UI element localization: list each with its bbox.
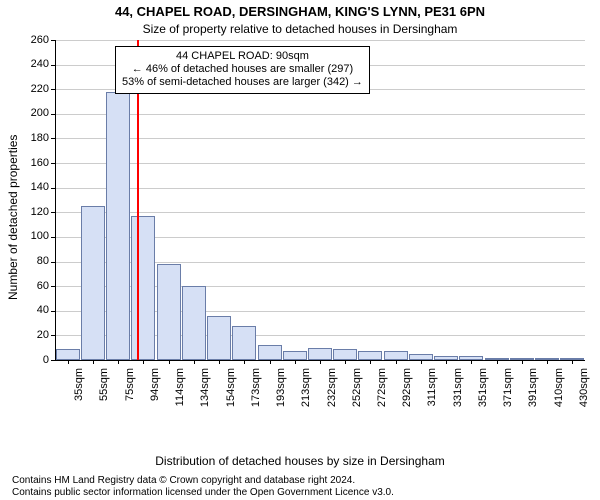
- footer-attribution: Contains HM Land Registry data © Crown c…: [12, 475, 394, 498]
- y-tick-label: 220: [19, 83, 49, 95]
- x-tick-label: 331sqm: [452, 368, 464, 408]
- y-tick-label: 20: [19, 329, 49, 341]
- x-tick-label: 114sqm: [174, 368, 186, 408]
- annotation-line: 44 CHAPEL ROAD: 90sqm: [122, 50, 363, 63]
- chart-title: 44, CHAPEL ROAD, DERSINGHAM, KING'S LYNN…: [0, 4, 600, 19]
- y-tick-label: 140: [19, 181, 49, 193]
- x-tick-label: 410sqm: [553, 368, 565, 408]
- x-tick-label: 391sqm: [527, 368, 539, 408]
- histogram-bar: [258, 345, 282, 360]
- x-axis: [55, 360, 585, 361]
- histogram-bar: [308, 348, 332, 360]
- chart-subtitle: Size of property relative to detached ho…: [0, 22, 600, 36]
- x-tick-label: 193sqm: [275, 368, 287, 408]
- histogram-bar: [283, 351, 307, 360]
- histogram-bar: [333, 349, 357, 360]
- y-tick-label: 0: [19, 354, 49, 366]
- x-tick-label: 154sqm: [225, 368, 237, 408]
- histogram-bar: [106, 92, 130, 360]
- x-tick-label: 75sqm: [124, 368, 136, 408]
- x-tick-label: 134sqm: [199, 368, 211, 408]
- histogram-bar: [131, 216, 155, 360]
- x-tick-label: 55sqm: [98, 368, 110, 408]
- x-tick-label: 94sqm: [149, 368, 161, 408]
- x-tick-label: 430sqm: [578, 368, 590, 408]
- histogram-bar: [358, 351, 382, 360]
- y-tick-label: 80: [19, 255, 49, 267]
- plot-area: 02040608010012014016018020022024026035sq…: [55, 40, 585, 410]
- x-tick-label: 292sqm: [401, 368, 413, 408]
- gridline: [55, 163, 585, 164]
- histogram-bar: [56, 349, 80, 360]
- x-axis-label: Distribution of detached houses by size …: [0, 454, 600, 468]
- histogram-bar: [157, 264, 181, 360]
- x-tick-label: 35sqm: [73, 368, 85, 408]
- gridline: [55, 212, 585, 213]
- y-axis-label: Number of detached properties: [6, 135, 20, 300]
- x-tick-label: 252sqm: [351, 368, 363, 408]
- annotation-line: ← 46% of detached houses are smaller (29…: [122, 63, 363, 76]
- annotation-box: 44 CHAPEL ROAD: 90sqm← 46% of detached h…: [115, 46, 370, 94]
- y-tick-label: 260: [19, 34, 49, 46]
- y-tick-label: 160: [19, 157, 49, 169]
- y-tick-label: 100: [19, 230, 49, 242]
- histogram-bar: [232, 326, 256, 360]
- x-tick-label: 351sqm: [477, 368, 489, 408]
- gridline: [55, 40, 585, 41]
- gridline: [55, 138, 585, 139]
- y-tick-label: 40: [19, 304, 49, 316]
- y-tick-label: 120: [19, 206, 49, 218]
- figure: 44, CHAPEL ROAD, DERSINGHAM, KING'S LYNN…: [0, 0, 600, 500]
- annotation-line: 53% of semi-detached houses are larger (…: [122, 76, 363, 89]
- gridline: [55, 114, 585, 115]
- y-tick-label: 240: [19, 58, 49, 70]
- histogram-bar: [182, 286, 206, 360]
- x-tick-label: 173sqm: [250, 368, 262, 408]
- histogram-bar: [207, 316, 231, 360]
- gridline: [55, 188, 585, 189]
- footer-line-1: Contains HM Land Registry data © Crown c…: [12, 475, 394, 487]
- histogram-bar: [384, 351, 408, 360]
- x-tick-label: 311sqm: [426, 368, 438, 408]
- footer-line-2: Contains public sector information licen…: [12, 487, 394, 499]
- y-tick-label: 60: [19, 280, 49, 292]
- x-tick-label: 371sqm: [502, 368, 514, 408]
- x-tick-label: 213sqm: [300, 368, 312, 408]
- x-tick-label: 272sqm: [376, 368, 388, 408]
- y-axis: [55, 40, 56, 360]
- histogram-bar: [81, 206, 105, 360]
- y-tick-label: 180: [19, 132, 49, 144]
- y-tick-label: 200: [19, 107, 49, 119]
- x-tick-label: 232sqm: [326, 368, 338, 408]
